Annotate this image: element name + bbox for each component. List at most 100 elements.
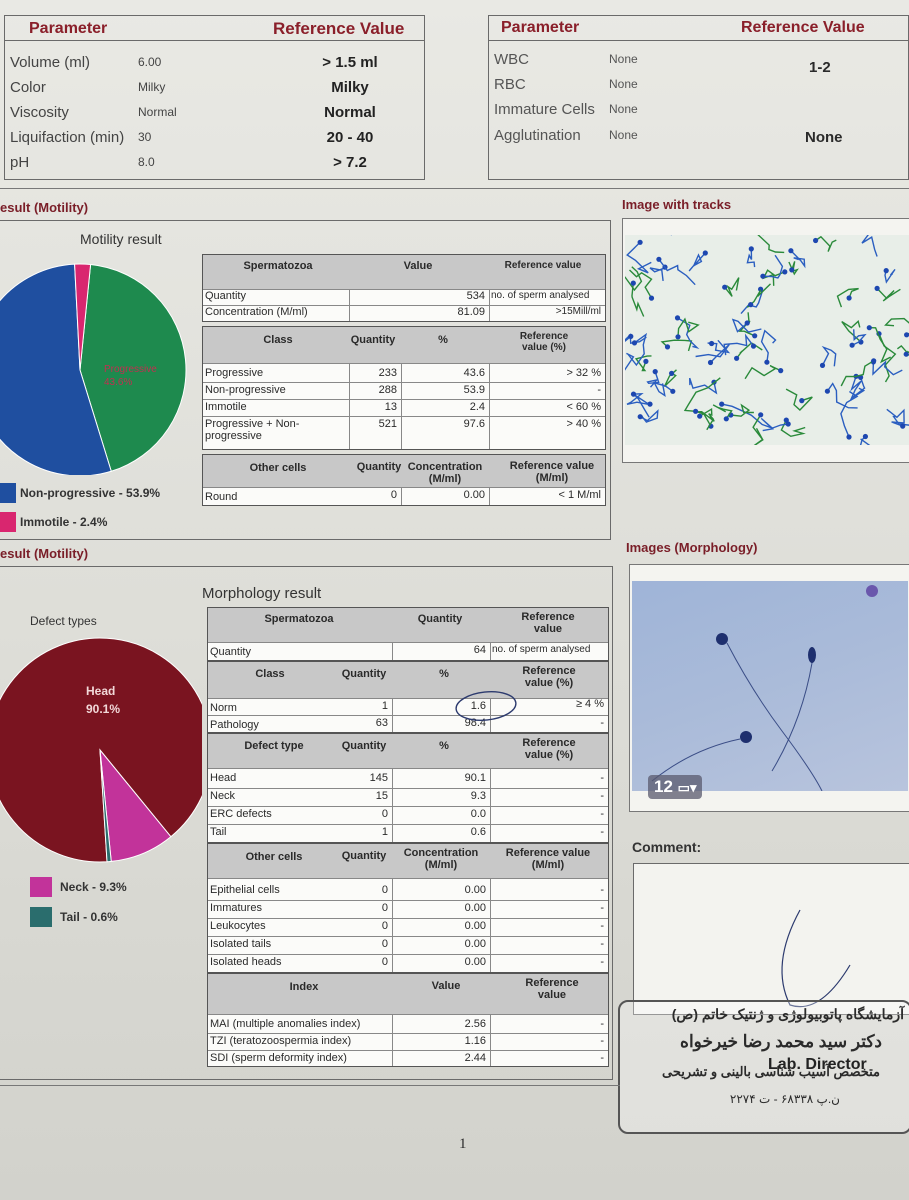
class-quantity: 13 [384, 401, 397, 413]
defect-name: Head [210, 772, 237, 784]
defect-quantity: 145 [369, 772, 388, 784]
legend-swatch-neck [30, 877, 52, 897]
param-name: Volume (ml) [10, 54, 91, 71]
motility-other-table: Other cells Quantity Concentration (M/ml… [202, 454, 606, 506]
params-right-ref2: None [805, 129, 843, 146]
legend-swatch-nonprogressive [0, 483, 16, 503]
defect-name: Tail [210, 826, 227, 838]
image-count: 12 [654, 777, 673, 796]
other-cell-ref: - [600, 902, 604, 914]
param-value: None [609, 77, 638, 91]
class-percent: 53.9 [463, 384, 485, 396]
other-cell-ref: - [600, 938, 604, 950]
motility-class-table: Class Quantity % Reference value (%) Pro… [202, 326, 606, 450]
params-right-header-ref: Reference Value [741, 19, 865, 36]
other-cell-concentration: 0.00 [464, 920, 486, 932]
defect-ref: - [600, 808, 604, 820]
defect-ref: - [600, 826, 604, 838]
param-value: Milky [138, 80, 166, 94]
motility-chart-title: Motility result [80, 231, 162, 247]
morphology-section-title: esult (Motility) [0, 546, 89, 561]
param-name: RBC [494, 76, 526, 93]
class-ref: - [597, 384, 601, 396]
param-name: Liquifaction (min) [10, 129, 125, 146]
image-gallery-button[interactable]: 12 ▭▾ [648, 775, 703, 799]
other-cell-concentration: 0.00 [464, 902, 486, 914]
param-value: 6.00 [138, 55, 162, 69]
param-value: 8.0 [138, 155, 155, 169]
other-cell-ref: - [600, 920, 604, 932]
motility-pie-label: Progressive 43.6% [104, 364, 157, 388]
class-name: Non-progressive [205, 384, 286, 396]
class-ref: < 60 % [566, 401, 601, 413]
params-left-header-ref: Reference Value [273, 19, 405, 38]
defect-ref: - [600, 790, 604, 802]
index-name: MAI (multiple anomalies index) [210, 1018, 361, 1030]
legend-label-immotile: Immotile - 2.4% [20, 515, 108, 529]
other-cell-concentration: 0.00 [464, 938, 486, 950]
stamp-line-4: ن.پ ۶۸۳۳۸ - ت ۲۲۷۴ [729, 1092, 840, 1106]
defect-pie [0, 637, 202, 863]
defect-quantity: 0 [381, 808, 388, 820]
param-value: None [609, 102, 638, 116]
lab-stamp: آزمایشگاه پاتوبیولوژی و ژنتیک خاتم (ص) د… [618, 1000, 909, 1134]
defect-ref: - [600, 772, 604, 784]
class-name: Progressive + Non-progressive [205, 418, 300, 442]
legend-swatch-immotile [0, 512, 16, 532]
defect-pie-label-pct: 90.1% [86, 702, 121, 716]
morphology-images-title: Images (Morphology) [626, 540, 758, 555]
motility-section-title: esult (Motility) [0, 200, 89, 215]
defect-quantity: 1 [381, 826, 388, 838]
params-left-box: Parameter Reference Value [4, 15, 425, 180]
index-ref: - [600, 1018, 604, 1030]
pie-slice-tail [99, 749, 112, 863]
param-ref: Milky [331, 79, 369, 96]
page-number: 1 [459, 1136, 467, 1152]
legend-label-nonprogressive: Non-progressive - 53.9% [20, 486, 161, 500]
class-ref: > 40 % [566, 418, 601, 430]
motility-sperm-table: Spermatozoa Value Reference value Quanti… [202, 254, 606, 322]
other-cell-quantity: 0 [381, 902, 388, 914]
class-quantity: 521 [378, 418, 397, 430]
params-right-header-param: Parameter [501, 19, 580, 36]
morph-index-table: Index Value Reference value MAI (multipl… [207, 973, 609, 1067]
param-name: WBC [494, 51, 529, 68]
param-ref: > 7.2 [333, 154, 367, 171]
tracks-image [625, 235, 909, 445]
morph-class-table: Class Quantity % Reference value (%) Nor… [207, 661, 609, 733]
other-cell-quantity: 0 [381, 956, 388, 968]
index-value: 2.56 [464, 1018, 486, 1030]
param-name: Viscosity [10, 104, 69, 121]
other-cell-name: Immatures [210, 902, 262, 914]
param-name: pH [10, 154, 30, 171]
defect-name: ERC defects [210, 808, 272, 820]
morphology-panel [0, 566, 613, 1080]
motility-panel [0, 220, 611, 540]
param-name: Immature Cells [494, 101, 595, 118]
params-right-ref1: 1-2 [809, 59, 831, 76]
class-percent: 2.4 [469, 401, 485, 413]
other-cell-concentration: 0.00 [464, 956, 486, 968]
param-value: 30 [138, 130, 152, 144]
pie-slice-progressive [79, 263, 187, 472]
pie-slice-head [0, 637, 202, 863]
stamp-line-3: متخصص آسیب شناسی بالینی و تشریحی [662, 1064, 880, 1079]
class-percent: 97.6 [463, 418, 485, 430]
index-name: TZI (teratozoospermia index) [210, 1035, 352, 1047]
defect-percent: 9.3 [470, 790, 486, 802]
param-value: None [609, 128, 638, 142]
class-name: Progressive [205, 367, 264, 379]
class-ref: > 32 % [566, 367, 601, 379]
morphology-image [632, 581, 908, 791]
defect-types-title: Defect types [30, 614, 97, 628]
legend-label-tail: Tail - 0.6% [60, 910, 118, 924]
morph-other-table: Other cells Quantity Concentration (M/ml… [207, 843, 609, 973]
other-cell-name: Leukocytes [210, 920, 266, 932]
param-ref: 20 - 40 [326, 129, 374, 146]
class-quantity: 233 [378, 367, 397, 379]
param-name: Color [10, 79, 46, 96]
index-value: 1.16 [464, 1035, 486, 1047]
stamp-line-2: دکتر سید محمد رضا خیرخواه [680, 1032, 882, 1051]
defect-quantity: 15 [375, 790, 388, 802]
param-value: None [609, 52, 638, 66]
